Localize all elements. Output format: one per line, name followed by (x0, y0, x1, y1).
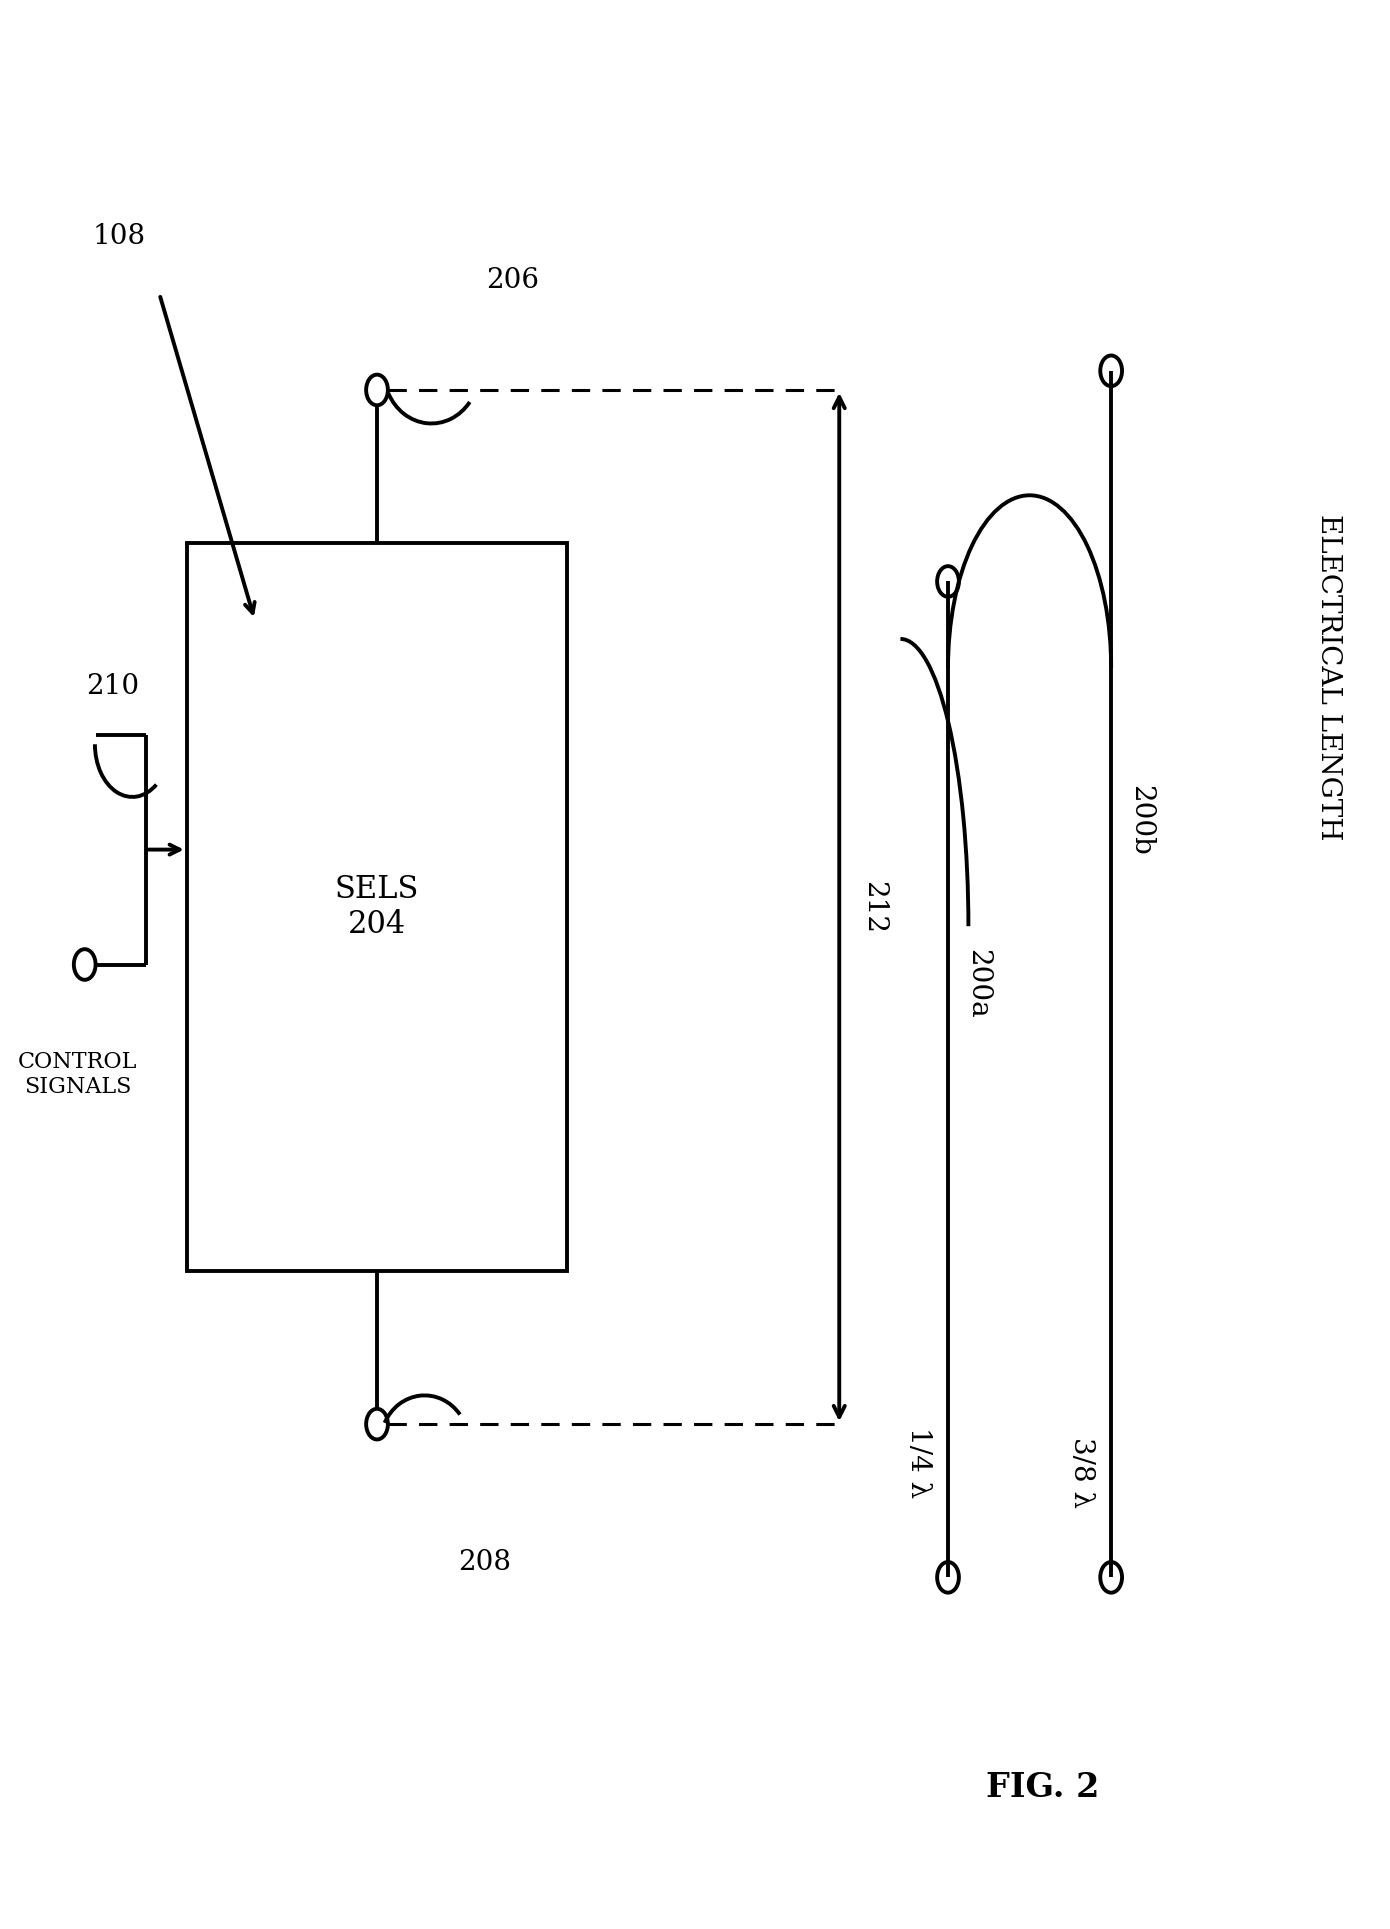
Text: 200b: 200b (1127, 785, 1155, 856)
Text: 210: 210 (86, 673, 139, 700)
Text: 208: 208 (459, 1549, 512, 1576)
Text: 1/4 λ: 1/4 λ (905, 1427, 931, 1499)
Text: CONTROL
SIGNALS: CONTROL SIGNALS (18, 1051, 138, 1098)
Text: 200a: 200a (965, 949, 991, 1019)
Text: 212: 212 (860, 880, 887, 934)
Bar (186, 544, 567, 1271)
Text: 3/8 λ: 3/8 λ (1068, 1437, 1095, 1507)
Text: 206: 206 (485, 268, 539, 295)
Text: SELS
204: SELS 204 (335, 874, 420, 941)
Text: ELECTRICAL LENGTH: ELECTRICAL LENGTH (1315, 513, 1343, 841)
Text: 108: 108 (92, 224, 146, 251)
Text: FIG. 2: FIG. 2 (987, 1771, 1099, 1804)
